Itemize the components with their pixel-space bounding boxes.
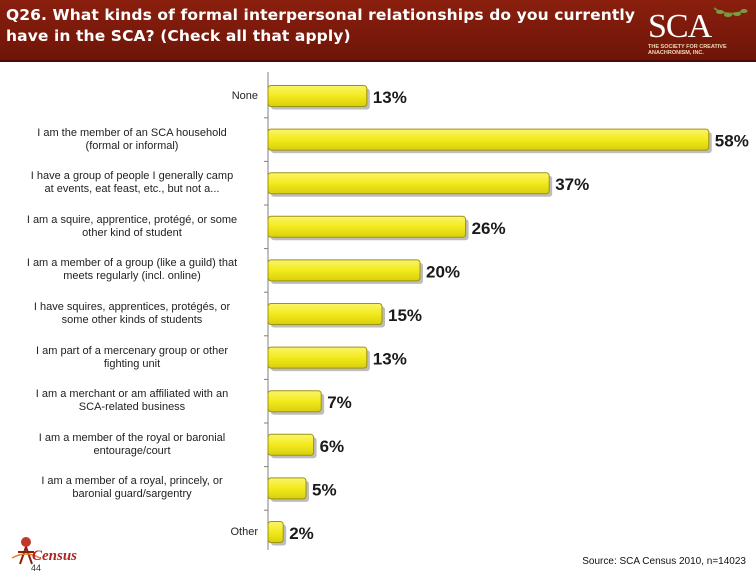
header-banner: Q26. What kinds of formal interpersonal … — [0, 0, 756, 62]
page-title: Q26. What kinds of formal interpersonal … — [6, 5, 636, 47]
page-number: 44 — [31, 563, 42, 573]
category-label-line: I am a member of the royal or baronial — [38, 431, 226, 444]
data-label: 37% — [555, 175, 589, 194]
source-note: Source: SCA Census 2010, n=14023 — [582, 556, 746, 567]
data-label: 20% — [426, 262, 460, 281]
laurel-icon — [713, 7, 748, 17]
category-label: I am a member of a group (like a guild) … — [0, 257, 264, 283]
bar-chart-svg: 13% 58% 37% 26% 20% 15% 13% 7% 6% 5% 2% — [264, 72, 749, 550]
category-label-line: I am a squire, apprentice, protégé, or s… — [26, 213, 238, 226]
census-logo-text: Census — [32, 548, 78, 564]
category-label-line: fighting unit — [103, 357, 161, 370]
category-label: I am the member of an SCA household (form… — [0, 127, 264, 153]
logo-subtitle-2: ANACHRONISM, INC. — [648, 50, 704, 56]
category-label: I am a member of a royal, princely, or ba… — [0, 475, 264, 501]
census-logo: Census — [6, 528, 86, 574]
question-line-2: have in the SCA? (Check all that apply) — [6, 27, 351, 45]
category-label: I am part of a mercenary group or other f… — [0, 345, 264, 371]
logo-text: SCA — [648, 8, 712, 45]
category-label-line: I have squires, apprentices, protégés, o… — [33, 301, 231, 313]
category-label-line: entourage/court — [93, 444, 171, 457]
bar — [267, 172, 550, 195]
category-label-line: meets regularly (incl. online) — [63, 270, 201, 283]
data-label: 2% — [289, 524, 314, 543]
category-label: None — [0, 90, 258, 103]
bar — [267, 346, 368, 369]
category-label: I have a group of people I generally cam… — [0, 170, 264, 196]
category-label-line: I am the member of an SCA household — [37, 126, 227, 139]
question-line-1: Q26. What kinds of formal interpersonal … — [6, 6, 636, 24]
category-label: I am a member of the royal or baronial en… — [0, 432, 264, 458]
category-label: I am a merchant or am affiliated with an… — [0, 388, 264, 414]
data-label: 15% — [388, 306, 422, 325]
data-label: 58% — [715, 132, 749, 151]
category-label-line: other kind of student — [82, 226, 182, 239]
bar-chart: 13% 58% 37% 26% 20% 15% 13% 7% 6% 5% 2% None I am t… — [0, 62, 756, 550]
bar — [267, 433, 315, 456]
category-label-line: I am a member of a royal, princely, or — [41, 475, 223, 488]
category-label: I have squires, apprentices, protégés, o… — [0, 301, 264, 327]
category-label-line: baronial guard/sargentry — [72, 488, 192, 501]
data-label: 6% — [320, 437, 345, 456]
category-label: Other — [0, 526, 258, 539]
bar — [267, 521, 284, 543]
bar — [267, 128, 710, 151]
category-label-line: I am a merchant or am affiliated with an — [35, 388, 229, 401]
category-label-line: SCA-related business — [78, 401, 186, 414]
category-label-line: (formal or informal) — [85, 139, 179, 152]
category-label: I am a squire, apprentice, protégé, or s… — [0, 214, 264, 240]
sca-logo: SCA THE SOCIETY FOR CREATIVE ANACHRONISM… — [642, 4, 752, 58]
bar — [267, 259, 421, 282]
category-label-line: I have a group of people I generally cam… — [30, 170, 234, 183]
bar — [267, 477, 307, 500]
category-label-line: None — [231, 89, 258, 102]
category-label-line: I am part of a mercenary group or other — [36, 344, 228, 357]
logo-subtitle-1: THE SOCIETY FOR CREATIVE — [648, 44, 727, 50]
bar — [267, 215, 467, 238]
data-label: 7% — [327, 393, 352, 412]
census-mascot-icon — [11, 537, 41, 565]
bar — [267, 390, 322, 413]
bar — [267, 303, 383, 325]
data-label: 13% — [373, 88, 407, 107]
data-label: 5% — [312, 480, 337, 499]
category-label-line: at events, eat feast, etc., but not a... — [44, 183, 220, 196]
category-label-line: some other kinds of students — [61, 314, 203, 326]
bar — [267, 85, 368, 107]
category-label-line: I am a member of a group (like a guild) … — [26, 257, 238, 270]
data-label: 26% — [472, 219, 506, 238]
category-label-line: Other — [230, 525, 258, 538]
data-label: 13% — [373, 350, 407, 369]
